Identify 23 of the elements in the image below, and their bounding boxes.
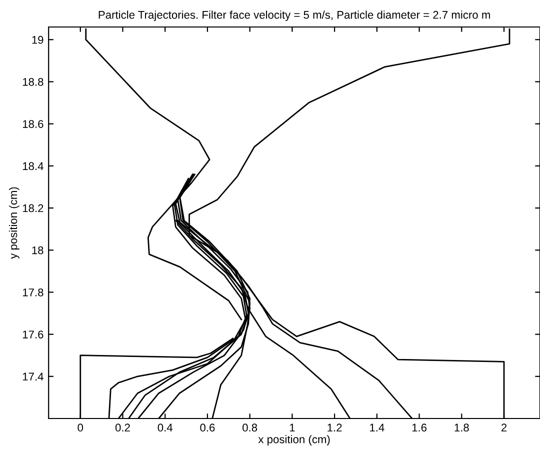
y-tick-label: 18.4 <box>22 162 44 170</box>
x-tick-label: 0.2 <box>115 424 130 432</box>
x-tick-label: 0.6 <box>200 424 215 432</box>
y-tick-label: 17.6 <box>22 330 44 338</box>
x-tick-label: 0.4 <box>158 424 172 432</box>
x-tick-label: 0 <box>78 424 84 432</box>
y-tick-label: 18.8 <box>22 78 44 86</box>
y-tick-label: 19 <box>32 36 44 44</box>
y-tick-label: 17.8 <box>22 288 44 296</box>
y-tick-label: 17.4 <box>22 372 44 380</box>
x-tick-label: 1.6 <box>412 424 427 432</box>
y-tick-label: 18.6 <box>22 120 44 128</box>
x-tick-label: 1.2 <box>328 424 342 432</box>
chart-title: Particle Trajectories. Filter face velocity = 5 m/s, Particle diameter = 2.7 micro m <box>98 10 490 21</box>
x-tick-label: 1.8 <box>454 424 469 432</box>
x-tick-label: 2 <box>501 424 507 432</box>
x-tick-label: 1.4 <box>370 424 384 432</box>
x-axis-title: x position (cm) <box>258 435 330 446</box>
y-axis-title: y position (cm) <box>8 187 20 259</box>
x-tick-label: 1 <box>290 424 295 432</box>
y-tick-label: 18 <box>32 246 44 254</box>
y-tick-label: 18.2 <box>22 204 44 212</box>
x-tick-label: 0.8 <box>242 424 258 432</box>
